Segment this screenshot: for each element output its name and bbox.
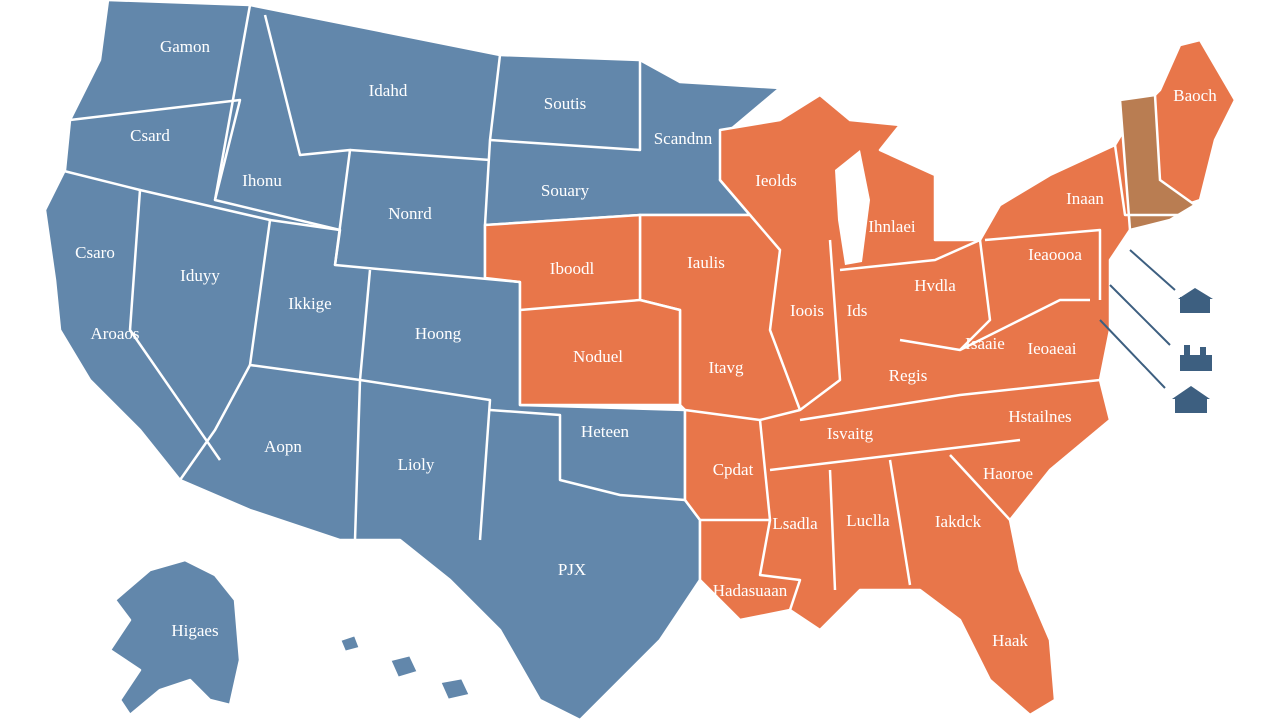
state-label: Isvaitg (827, 424, 874, 443)
state-label: Iduyy (180, 266, 220, 285)
state-label: Csaro (75, 243, 115, 262)
state-label: Iaulis (687, 253, 725, 272)
state-label: Ikkige (288, 294, 331, 313)
western-states (43, 0, 782, 720)
state-label: Lsadla (772, 514, 818, 533)
state-label: Ieoaeai (1027, 339, 1076, 358)
state-label: Scandnn (654, 129, 713, 148)
state-label: Haak (992, 631, 1028, 650)
state-label: Nonrd (388, 204, 432, 223)
state-labels: Gamon Idahd Soutis Scandnn Csard Ihonu N… (75, 37, 1217, 650)
state-label: Hstailnes (1008, 407, 1071, 426)
state-label: Itavg (709, 358, 744, 377)
state-label: Luclla (846, 511, 890, 530)
state-label: Isaaie (965, 334, 1005, 353)
eastern-states (483, 38, 1237, 717)
state-label: Csard (130, 126, 170, 145)
state-label: Cpdat (713, 460, 754, 479)
state-label: Ieaoooa (1028, 245, 1082, 264)
state-borders (59, 4, 1180, 611)
state-label: Iakdck (935, 512, 982, 531)
state-label: Souary (541, 181, 590, 200)
state-label: Haoroe (983, 464, 1033, 483)
state-label: Aroaos (90, 324, 139, 343)
state-label: Ieolds (755, 171, 797, 190)
state-label: PJX (558, 560, 586, 579)
state-label: Hadasuaan (713, 581, 788, 600)
state-label: Aopn (264, 437, 302, 456)
state-label: Noduel (573, 347, 623, 366)
state-label: Gamon (160, 37, 211, 56)
state-label: Baoch (1173, 86, 1217, 105)
state-label: Hvdla (914, 276, 956, 295)
state-label: Heteen (581, 422, 630, 441)
state-label: Higaes (171, 621, 218, 640)
state-label: Lioly (398, 455, 435, 474)
state-label: Idahd (369, 81, 408, 100)
state-label: Regis (889, 366, 928, 385)
state-label: Hoong (415, 324, 462, 343)
state-label: Ihonu (242, 171, 282, 190)
state-label: Soutis (544, 94, 587, 113)
state-label: Ioois (790, 301, 824, 320)
state-label: Inaan (1066, 189, 1104, 208)
landmark-icons (1099, 249, 1213, 413)
state-label: Iboodl (550, 259, 595, 278)
state-label: Ids (847, 301, 868, 320)
state-label: Ihnlaei (868, 217, 915, 236)
